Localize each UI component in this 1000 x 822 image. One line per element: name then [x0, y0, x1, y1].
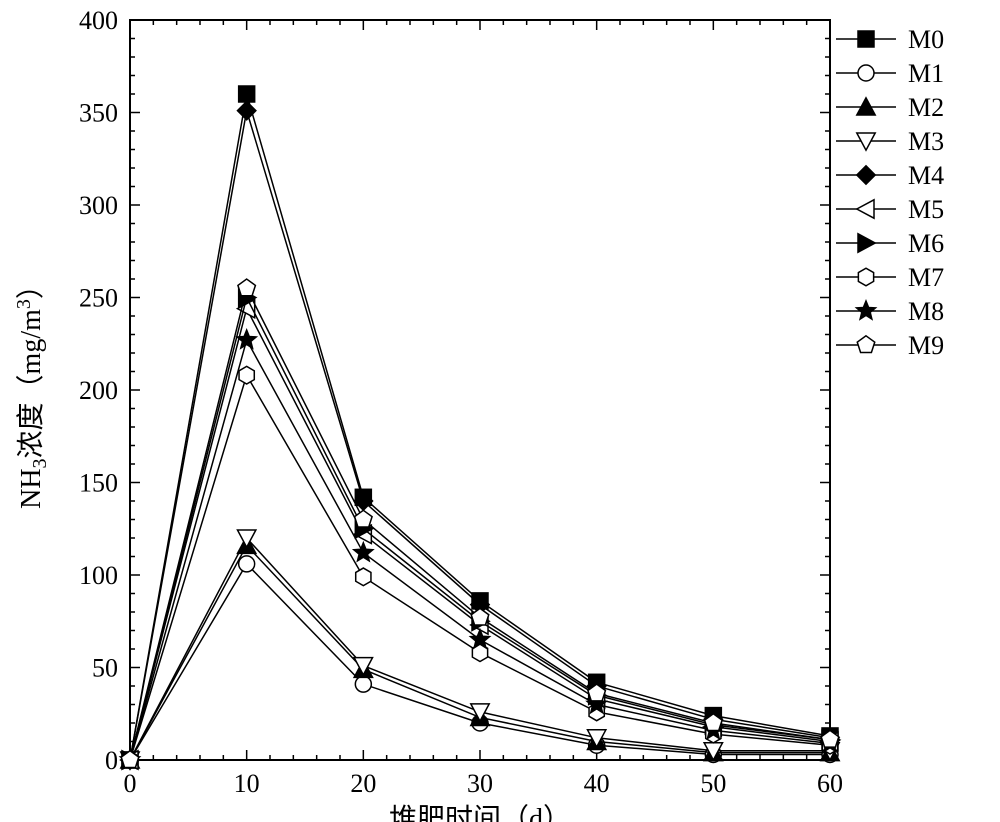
- legend-item-M5: M5: [836, 195, 944, 224]
- series-M0: [122, 86, 838, 768]
- legend-item-M3: M3: [836, 127, 944, 156]
- y-tick-label: 250: [79, 284, 118, 313]
- legend-item-M1: M1: [836, 59, 944, 88]
- x-tick-label: 50: [700, 769, 726, 798]
- y-tick-label: 400: [79, 6, 118, 35]
- y-axis-label: NH3浓度（mg/m3）: [13, 271, 51, 509]
- legend-item-M4: M4: [836, 161, 944, 190]
- legend-label: M7: [908, 263, 944, 292]
- legend-item-M8: M8: [836, 297, 944, 326]
- legend-item-M9: M9: [836, 331, 944, 360]
- legend-label: M4: [908, 161, 944, 190]
- x-tick-label: 40: [584, 769, 610, 798]
- y-tick-label: 150: [79, 469, 118, 498]
- series-M9: [121, 279, 838, 767]
- nh3-line-chart: 0 10 20 30 40 50 60 堆肥时间（d） 0 50 100 150 200 250 300 35…: [0, 0, 1000, 822]
- legend-label: M1: [908, 59, 944, 88]
- legend-label: M6: [908, 229, 944, 258]
- x-tick-label: 10: [234, 769, 260, 798]
- legend-item-M6: M6: [836, 229, 944, 258]
- series-M8: [120, 330, 839, 768]
- y-tick-label: 0: [105, 746, 118, 775]
- y-tick-label: 300: [79, 191, 118, 220]
- x-axis-label: 堆肥时间（d）: [389, 803, 571, 822]
- y-tick-label: 200: [79, 376, 118, 405]
- y-tick-label: 50: [92, 654, 118, 683]
- legend-label: M9: [908, 331, 944, 360]
- legend-label: M8: [908, 297, 944, 326]
- legend-label: M3: [908, 127, 944, 156]
- legend-label: M5: [908, 195, 944, 224]
- series-group: [120, 86, 839, 769]
- y-tick-label: 350: [79, 99, 118, 128]
- legend-item-M7: M7: [836, 263, 944, 292]
- legend-item-M0: M0: [836, 25, 944, 54]
- legend: M0 M1 M2 M3 M4 M5 M6 M7 M8 M9: [836, 25, 944, 360]
- legend-label: M0: [908, 25, 944, 54]
- legend-label: M2: [908, 93, 944, 122]
- x-tick-label: 60: [817, 769, 843, 798]
- x-tick-label: 0: [124, 769, 137, 798]
- y-tick-label: 100: [79, 561, 118, 590]
- x-tick-label: 30: [467, 769, 493, 798]
- legend-item-M2: M2: [836, 93, 944, 122]
- x-tick-label: 20: [350, 769, 376, 798]
